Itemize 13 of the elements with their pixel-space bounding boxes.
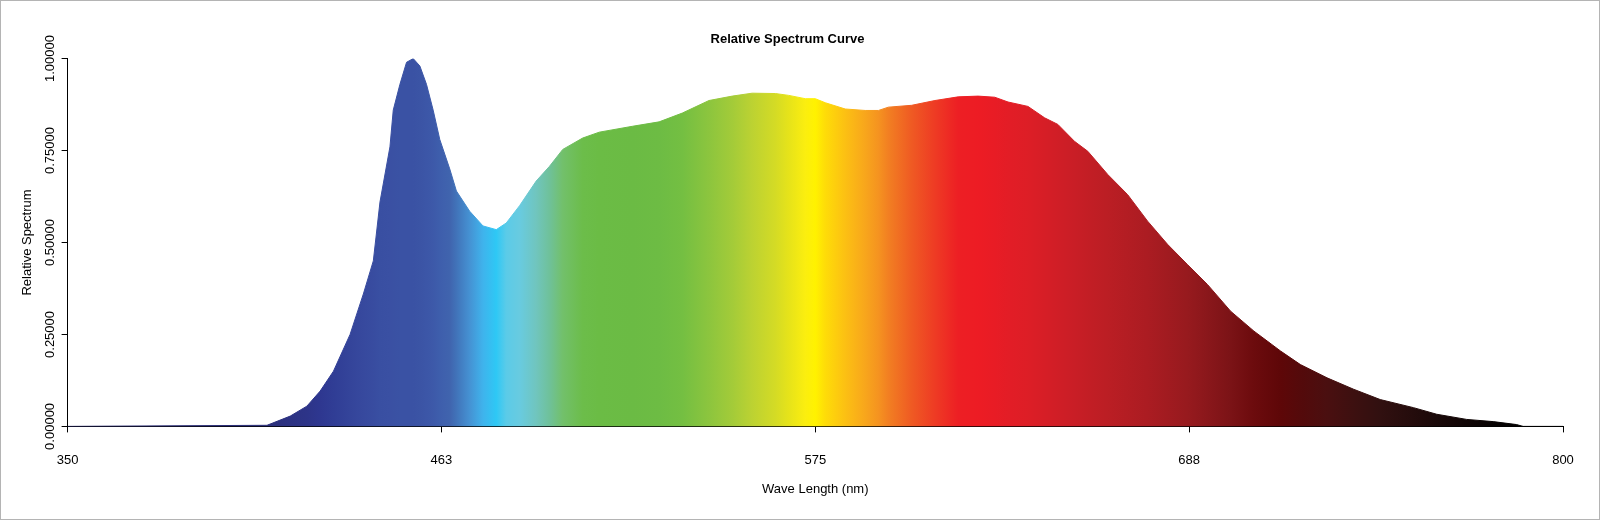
y-axis-title: Relative Spectrum — [19, 189, 35, 296]
x-tick-label: 350 — [56, 451, 79, 467]
x-tick-label: 800 — [1552, 451, 1574, 467]
x-tick-label: 575 — [804, 451, 827, 467]
x-tick-label: 463 — [430, 451, 453, 467]
y-tick-label: 0.00000 — [42, 402, 58, 450]
y-tick-label: 1.00000 — [42, 35, 58, 83]
y-tick-label: 0.50000 — [42, 219, 58, 266]
x-tick-label: 688 — [1178, 451, 1200, 467]
y-tick-label: 0.25000 — [42, 310, 58, 358]
x-axis-title: Wave Length (nm) — [762, 480, 869, 496]
chart-title: Relative Spectrum Curve — [710, 31, 865, 47]
y-tick-label: 0.75000 — [42, 127, 58, 175]
